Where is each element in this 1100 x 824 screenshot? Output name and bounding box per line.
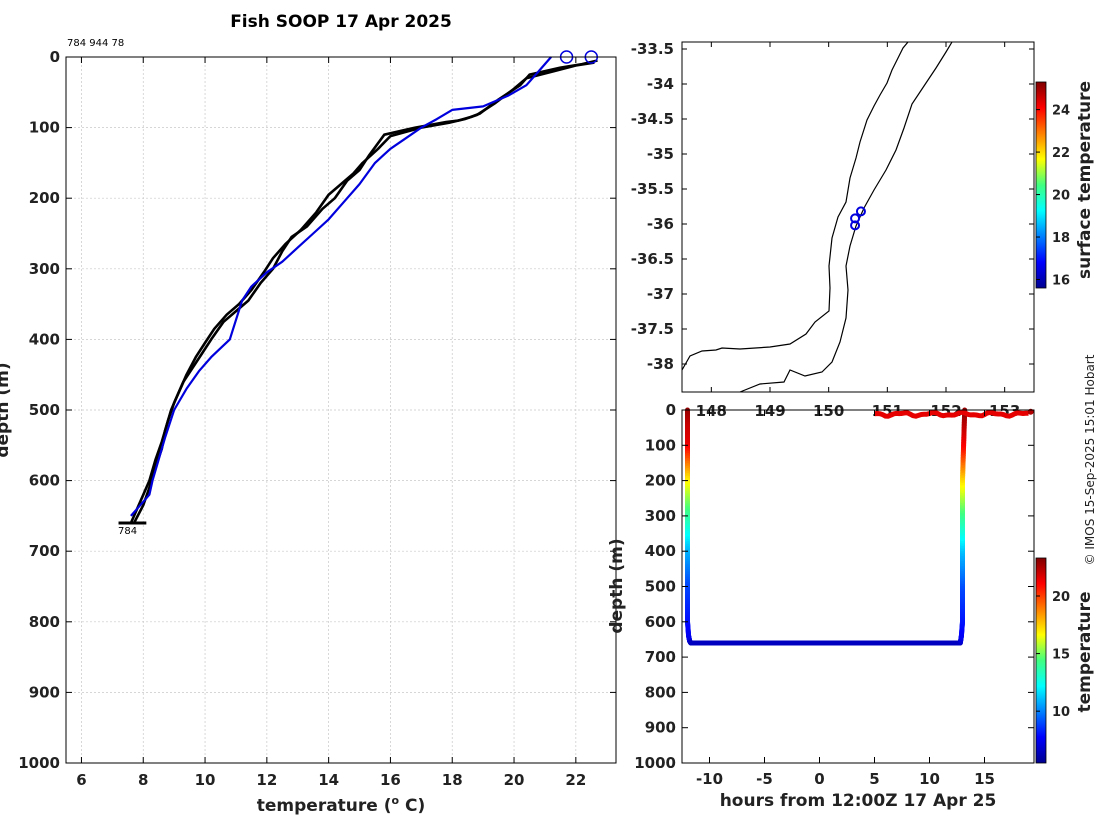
- time-depth-frame: [682, 410, 1034, 763]
- y-tick-label: 300: [29, 260, 60, 278]
- surface-temperature-colorbar: [1036, 82, 1046, 288]
- x-tick-label: 18: [442, 771, 463, 789]
- td-depth-tick-label: 1000: [634, 754, 676, 772]
- time-tick-label: 5: [869, 770, 879, 788]
- map-y-tick-label: -37: [647, 285, 674, 303]
- map-y-tick-label: -38: [647, 355, 674, 373]
- x-tick-label: 12: [256, 771, 277, 789]
- time-axis-label: hours from 12:00Z 17 Apr 25: [720, 791, 997, 811]
- profile-line-2: [131, 63, 595, 523]
- x-tick-label: 14: [318, 771, 339, 789]
- drop-ids-label: 784 944 78: [67, 38, 124, 49]
- map-y-tick-label: -35.5: [631, 180, 674, 198]
- time-depth-y-label: depth (m): [607, 538, 627, 633]
- td-depth-tick-label: 300: [645, 507, 676, 525]
- profile-line-1: [134, 61, 598, 524]
- map-y-tick-label: -36.5: [631, 250, 674, 268]
- td-depth-tick-label: 0: [666, 401, 676, 419]
- y-tick-label: 700: [29, 542, 60, 560]
- x-axis-label: temperature (o C): [257, 794, 426, 816]
- profile-line-3: [131, 57, 551, 516]
- x-tick-label: 22: [565, 771, 586, 789]
- profile-grid: [66, 57, 616, 763]
- y-tick-label: 800: [29, 613, 60, 631]
- depth-contour: [740, 42, 952, 392]
- map-y-tick-label: -34: [647, 75, 674, 93]
- colorbar-tick-label: 24: [1052, 104, 1070, 119]
- map-y-tick-label: -37.5: [631, 320, 674, 338]
- td-depth-tick-label: 400: [645, 542, 676, 560]
- colorbar-tick-label: 18: [1052, 231, 1070, 246]
- time-tick-label: 0: [814, 770, 824, 788]
- time-tick-label: -10: [696, 770, 723, 788]
- y-axis-label: depth (m): [0, 362, 13, 457]
- x-tick-label: 6: [76, 771, 86, 789]
- y-tick-label: 100: [29, 119, 60, 137]
- x-tick-label: 8: [138, 771, 148, 789]
- map-x-tick-label: 149: [754, 402, 785, 420]
- y-tick-label: 200: [29, 189, 60, 207]
- time-tick-label: -5: [756, 770, 773, 788]
- map-ticks: -33.5 -34 -34.5 -35 -35.5 -36 -36.5 -37 -37.5 -38…: [631, 40, 1034, 420]
- bottom-drop-label: 784: [118, 526, 137, 537]
- colorbar-tick-label: 22: [1052, 146, 1070, 161]
- td-depth-tick-label: 100: [645, 436, 676, 454]
- profile-frame: [66, 57, 616, 763]
- x-tick-label: 10: [195, 771, 216, 789]
- colorbar-tick-label: 20: [1052, 590, 1070, 605]
- y-tick-label: 500: [29, 401, 60, 419]
- td-depth-tick-label: 700: [645, 648, 676, 666]
- map-x-tick-label: 150: [813, 402, 844, 420]
- time-tick-label: 10: [919, 770, 940, 788]
- y-tick-label: 1000: [18, 754, 60, 772]
- y-tick-label: 600: [29, 472, 60, 490]
- time-tick-label: 15: [974, 770, 995, 788]
- y-tick-label: 0: [50, 48, 60, 66]
- coastline: [682, 42, 908, 370]
- td-depth-tick-label: 800: [645, 683, 676, 701]
- profile-markers: [119, 51, 598, 523]
- map-y-tick-label: -36: [647, 215, 674, 233]
- profile-ticks: 6 8 10 12 14 16 18 20 22 0 100 200 300 400 500 600 700 80…: [18, 48, 616, 789]
- profile-plot: Fish SOOP 17 Apr 2025 784 944 78 784 6 8 1…: [0, 12, 616, 816]
- surface-track: [875, 412, 1029, 416]
- x-tick-label: 20: [504, 771, 525, 789]
- colorbar-tick-label: 20: [1052, 189, 1070, 204]
- x-tick-label: 16: [380, 771, 401, 789]
- credit-text: © IMOS 15-Sep-2025 15:01 Hobart: [1083, 354, 1097, 565]
- y-tick-label: 900: [29, 683, 60, 701]
- time-depth-track: [688, 409, 1034, 643]
- colorbar-tick-label: 15: [1052, 648, 1070, 663]
- td-depth-tick-label: 500: [645, 578, 676, 596]
- temperature-colorbar: [1036, 558, 1046, 763]
- y-tick-label: 400: [29, 330, 60, 348]
- td-depth-tick-label: 600: [645, 613, 676, 631]
- temperature-colorbar-label: temperature: [1075, 591, 1095, 712]
- colorbar-tick-label: 10: [1052, 705, 1070, 720]
- map-x-tick-label: 148: [696, 402, 727, 420]
- map-plot: -33.5 -34 -34.5 -35 -35.5 -36 -36.5 -37 -37.5 -38…: [631, 40, 1095, 420]
- surface-colorbar-label: surface temperature: [1075, 81, 1095, 279]
- map-y-tick-label: -34.5: [631, 110, 674, 128]
- colorbar-tick-label: 16: [1052, 274, 1070, 289]
- td-depth-tick-label: 900: [645, 719, 676, 737]
- map-y-tick-label: -33.5: [631, 40, 674, 58]
- td-depth-tick-label: 200: [645, 472, 676, 490]
- map-y-tick-label: -35: [647, 145, 674, 163]
- profile-series: [131, 57, 598, 523]
- chart-title: Fish SOOP 17 Apr 2025: [230, 12, 452, 32]
